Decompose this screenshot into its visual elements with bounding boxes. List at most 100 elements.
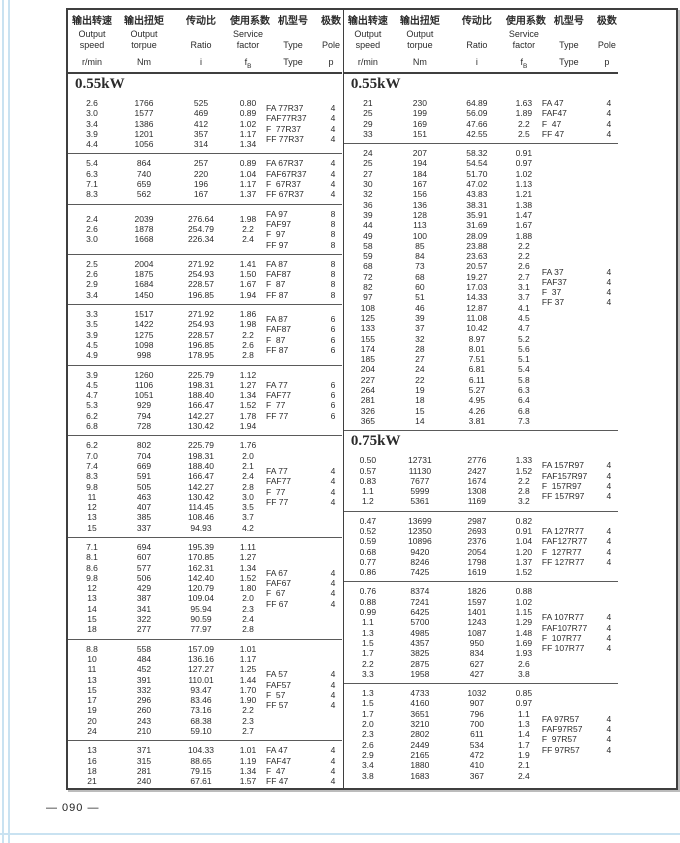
cell-service-factor: 4.2	[242, 522, 254, 533]
cell-ratio: 525	[193, 98, 209, 108]
cell-service-factor: 7.3	[517, 415, 530, 426]
cell-output-speed: 72	[363, 271, 373, 282]
type-line: FAF67 4	[266, 578, 342, 588]
cell-service-factor: 0.97	[515, 698, 533, 709]
cell-ratio: 90.59	[190, 614, 212, 625]
cell-ratio: 95.94	[190, 603, 212, 614]
cell-ratio: 196	[193, 179, 209, 190]
cell-output-torque: 7677	[410, 475, 430, 486]
cell-output-speed: 0.83	[359, 475, 377, 486]
type-label: FF 77	[266, 496, 289, 507]
type-label: F 67	[266, 588, 286, 599]
cell-output-speed: 36	[363, 199, 373, 210]
table-row: 326 15 4.26 6.8	[344, 406, 542, 416]
cell-output-torque: 1878	[134, 224, 154, 235]
cell-output-torque: 1875	[134, 269, 154, 280]
pole-value: 4	[606, 297, 612, 308]
cell-output-speed: 0.88	[359, 596, 377, 607]
type-label: F 77	[266, 400, 286, 411]
cell-ratio: 11.08	[466, 312, 488, 323]
header-unit: p	[604, 57, 610, 67]
cell-ratio: 35.91	[466, 209, 488, 220]
cell-output-speed: 13	[87, 593, 97, 604]
cell-output-torque: 277	[136, 624, 152, 635]
table-row: 1.3 4985 1087 1.48	[344, 628, 542, 638]
cell-service-factor: 3.8	[517, 668, 530, 679]
cell-output-speed: 8.3	[86, 471, 98, 482]
pole-value: 4	[606, 118, 612, 129]
data-block: 13 371 104.33 1.01 16 315 88.65 1.19 18 281 79.15 1…	[68, 741, 342, 790]
table-row: 13 385 108.46 3.7	[68, 512, 266, 522]
cell-output-speed: 3.4	[86, 289, 98, 300]
table-row: 17 296 83.46 1.90	[68, 695, 266, 705]
cell-service-factor: 1.04	[239, 168, 257, 179]
block-types: FA 77 6 FAF77 6 F 77 6 FF 77 6	[266, 380, 342, 421]
type-line: F 87 8	[266, 279, 342, 289]
table-row: 6.3 740 220 1.04	[68, 169, 266, 179]
block-rows: 5.4 864 257 0.89 6.3 740 220 1.04 7.1 659 196 1.17 8…	[68, 158, 266, 199]
page-edge-line-outer	[2, 0, 4, 843]
cell-output-torque: 704	[136, 450, 152, 461]
cell-ratio: 64.89	[466, 98, 488, 108]
table-row: 82 60 17.03 3.1	[344, 282, 542, 292]
pole-value: 6	[330, 324, 336, 335]
cell-output-speed: 3.0	[86, 234, 98, 245]
type-line: F 37 4	[542, 287, 618, 297]
cell-ratio: 166.47	[188, 400, 214, 411]
cell-service-factor: 5.2	[517, 333, 530, 344]
cell-ratio: 357	[193, 128, 209, 139]
cell-ratio: 226.34	[188, 234, 214, 245]
pole-value: 8	[330, 229, 336, 240]
pole-value: 4	[606, 724, 612, 735]
cell-output-torque: 2802	[410, 729, 430, 740]
type-label: FF 97	[266, 239, 289, 250]
cell-ratio: 6.81	[468, 364, 486, 375]
pole-value: 8	[330, 208, 336, 219]
pole-value: 4	[330, 168, 336, 179]
table-row: 12 407 114.45 3.5	[68, 502, 266, 512]
cell-service-factor: 1.78	[239, 410, 257, 421]
cell-ratio: 796	[469, 708, 484, 719]
cell-output-torque: 1668	[134, 234, 154, 245]
cell-output-speed: 2.2	[361, 658, 374, 669]
cell-service-factor: 3.2	[517, 496, 530, 507]
cell-ratio: 2987	[467, 515, 487, 526]
cell-output-speed: 33	[363, 128, 373, 139]
table-row: 18 277 77.97 2.8	[68, 624, 266, 634]
cell-output-speed: 12	[87, 502, 97, 513]
header-label-en: Pole	[321, 39, 340, 50]
type-label: FF 77	[266, 410, 289, 421]
cell-service-factor: 2.2	[242, 329, 254, 340]
cell-service-factor: 1.17	[239, 128, 257, 139]
cell-output-speed: 3.4	[86, 118, 98, 129]
cell-ratio: 2054	[467, 546, 487, 557]
block-rows: 0.76 8374 1826 0.88 0.88 7241 1597 1.02 0.99 6425…	[344, 586, 542, 679]
cell-output-torque: 337	[136, 522, 152, 533]
type-label: FF 47	[541, 128, 565, 139]
cell-service-factor: 1.44	[239, 674, 257, 685]
table-row: 4.9 998 178.95 2.8	[68, 350, 266, 360]
table-row: 4.5 1106 198.31 1.27	[68, 380, 266, 390]
cell-service-factor: 2.2	[242, 705, 254, 716]
header-label-en: Service factor	[232, 29, 263, 50]
cell-output-torque: 7241	[410, 596, 430, 607]
cell-output-torque: 1577	[134, 108, 154, 119]
type-label: FF 47	[266, 776, 289, 787]
cell-service-factor: 2.3	[242, 603, 254, 614]
cell-ratio: 77.97	[190, 624, 212, 635]
block-types: FA 77R37 4 FAF77R37 4 F 77R37 4 FF 77R37 4	[266, 103, 342, 144]
block-types: FA 87 6 FAF87 6 F 87 6 FF 87 6	[266, 314, 342, 355]
cell-output-torque: 998	[136, 350, 152, 361]
cell-output-speed: 27	[363, 168, 373, 179]
cell-ratio: 2776	[467, 455, 487, 466]
table-row: 0.88 7241 1597 1.02	[344, 597, 542, 607]
type-line: FA 67R37 4	[266, 158, 342, 168]
cell-service-factor: 1.02	[515, 596, 533, 607]
cell-service-factor: 1.86	[239, 309, 257, 320]
cell-output-speed: 7.0	[86, 450, 98, 461]
block-types: FA 77 4 FAF77 4 F 77 4 FF 77 4	[266, 466, 342, 507]
cell-ratio: 166.47	[188, 471, 214, 482]
type-label: FF 37	[541, 297, 565, 308]
cell-service-factor: 1.25	[239, 664, 257, 675]
cell-output-speed: 16	[87, 755, 97, 766]
